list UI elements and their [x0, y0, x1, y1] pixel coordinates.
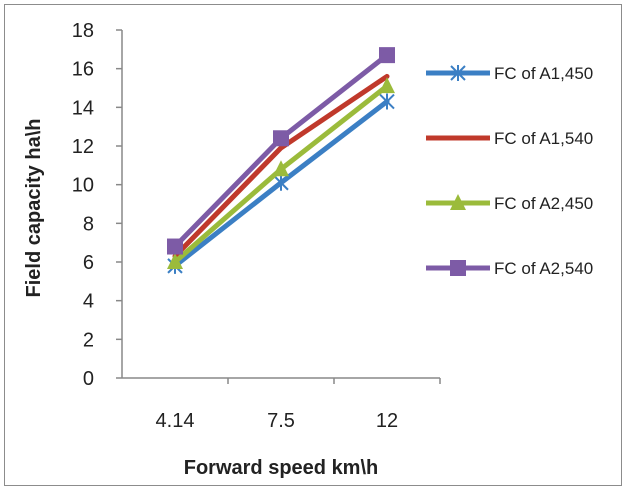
- data-point: [273, 130, 289, 147]
- legend-item: FC of A2,540: [426, 259, 593, 278]
- data-point: [273, 160, 289, 177]
- x-tick-label: 4.14: [156, 410, 195, 432]
- data-point: [167, 253, 183, 269]
- series-2: [172, 73, 390, 259]
- y-tick-label: 0: [83, 368, 94, 390]
- y-tick-label: 12: [72, 136, 94, 158]
- legend-label: FC of A2,540: [494, 259, 593, 278]
- series-layer: [167, 47, 395, 274]
- axes: [121, 30, 440, 379]
- series-3: [167, 77, 395, 269]
- data-point: [450, 194, 466, 210]
- data-point: [379, 47, 395, 64]
- series-4: [167, 47, 395, 255]
- x-ticks: 4.14 7.5 12: [156, 378, 441, 432]
- legend-item: FC of A2,450: [426, 194, 593, 213]
- y-ticks: 0 2 4 6 8 10 12 14 16 18: [72, 20, 122, 390]
- data-point: [379, 77, 395, 94]
- x-axis-title: Forward speed km\h: [184, 457, 379, 478]
- y-tick-label: 18: [72, 20, 94, 42]
- y-tick-label: 4: [83, 291, 94, 313]
- y-tick-label: 6: [83, 252, 94, 274]
- y-tick-label: 14: [72, 97, 94, 119]
- y-tick-label: 2: [83, 329, 94, 351]
- legend-label: FC of A1,450: [494, 64, 593, 83]
- chart-frame: [4, 4, 622, 486]
- x-tick-label: 12: [376, 410, 398, 432]
- series-1: [167, 93, 395, 274]
- legend-item: FC of A1,540: [426, 129, 593, 148]
- x-tick-label: 7.5: [267, 410, 295, 432]
- legend-label: FC of A2,450: [494, 194, 593, 213]
- y-tick-label: 8: [83, 213, 94, 235]
- y-tick-label: 16: [72, 59, 94, 81]
- data-point: [450, 260, 466, 276]
- data-point: [379, 93, 395, 110]
- y-axis-title: Field capacity ha\h: [23, 119, 45, 298]
- legend: FC of A1,450 FC of A1,540 FC of A2,450 FC o…: [426, 64, 593, 278]
- legend-label: FC of A1,540: [494, 129, 593, 148]
- data-point: [167, 238, 183, 255]
- data-point: [273, 174, 289, 191]
- series-line: [172, 73, 390, 259]
- legend-item: FC of A1,450: [426, 64, 593, 83]
- y-tick-label: 10: [72, 175, 94, 197]
- data-point: [450, 65, 466, 81]
